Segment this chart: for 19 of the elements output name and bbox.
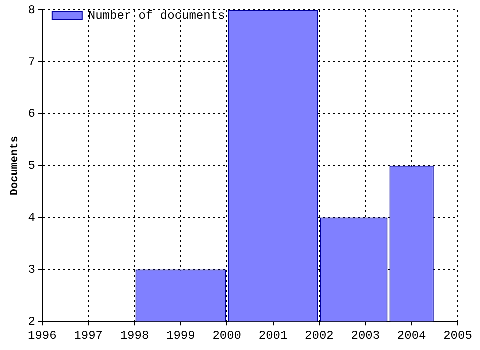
y-tick-label: 3 — [28, 262, 36, 277]
y-axis-title: Documents — [9, 136, 22, 196]
x-tick-label: 2001 — [258, 328, 288, 343]
x-tick-label: 2004 — [397, 328, 426, 343]
x-tick-label: 1998 — [120, 328, 150, 343]
x-tick-label: 1999 — [166, 328, 196, 343]
y-tick-label: 5 — [28, 159, 36, 174]
x-tick-label: 2005 — [444, 328, 472, 343]
x-tick-label: 1996 — [28, 328, 57, 343]
y-tick-label: 6 — [28, 107, 36, 122]
x-tick-label: 2000 — [212, 328, 242, 343]
y-tick-label: 8 — [28, 3, 36, 18]
x-tick-label: 1997 — [74, 328, 103, 343]
y-tick-label: 7 — [28, 55, 36, 70]
y-tick-label: 2 — [28, 314, 36, 329]
legend-label: Number of documents — [88, 9, 226, 24]
x-tick-label: 2002 — [305, 328, 334, 343]
x-tick-label: 2003 — [351, 328, 380, 343]
y-tick-label: 4 — [28, 210, 36, 225]
